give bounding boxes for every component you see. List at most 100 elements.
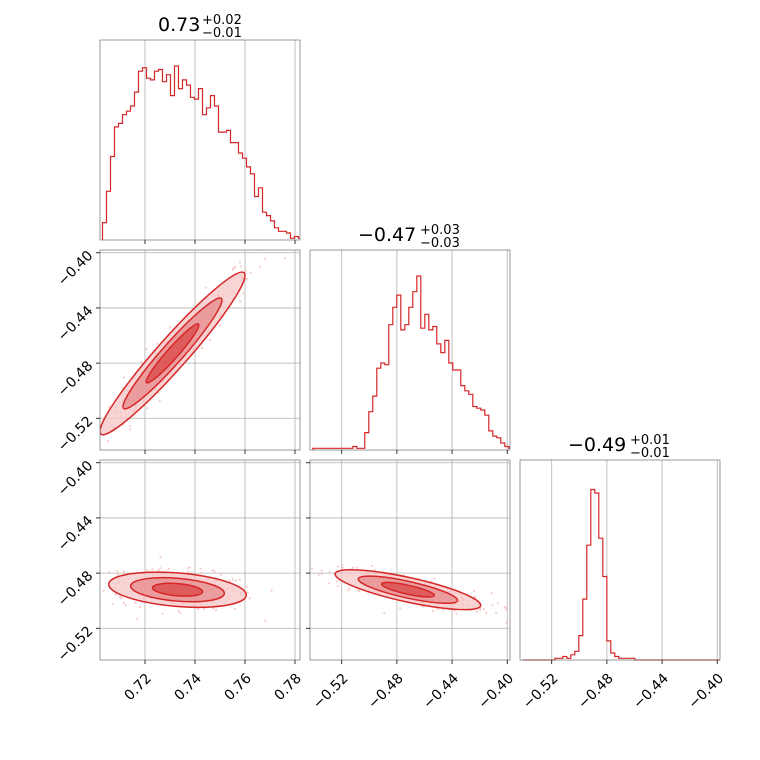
sample-point — [234, 579, 238, 582]
sample-point — [473, 590, 476, 593]
sample-point — [219, 573, 223, 576]
y-tick-label: −0.52 — [55, 623, 97, 665]
sample-point — [196, 607, 199, 611]
x-tick-label: 0.74 — [172, 671, 205, 704]
sample-point — [122, 376, 126, 379]
density-2-0 — [90, 556, 273, 622]
sample-point — [208, 339, 211, 342]
panel-2-2 — [519, 459, 721, 661]
sample-point — [336, 585, 339, 588]
sample-point — [238, 261, 242, 264]
sample-point — [146, 569, 149, 572]
sample-point — [442, 609, 445, 612]
sample-point — [167, 567, 170, 571]
sample-point — [433, 577, 436, 580]
sample-point — [249, 271, 252, 274]
sample-point — [341, 566, 344, 570]
sample-point — [453, 609, 456, 612]
y-tick-label: −0.44 — [55, 513, 97, 555]
sample-point — [52, 478, 54, 480]
sample-point — [111, 603, 114, 606]
sample-point — [116, 570, 119, 573]
sample-point — [145, 348, 148, 351]
sample-point — [212, 607, 215, 610]
title-1-upper-error: +0.03 — [420, 223, 460, 238]
sample-point — [505, 609, 508, 612]
title-0-upper-error: +0.02 — [202, 13, 242, 28]
x-tick-label: −0.44 — [420, 671, 462, 713]
sample-point — [242, 292, 245, 295]
sample-point — [421, 605, 424, 608]
sample-point — [90, 591, 92, 593]
title-0: 0.73 +0.02 −0.01 — [158, 13, 242, 41]
sample-point — [351, 566, 354, 569]
sample-point — [320, 569, 323, 573]
sample-point — [203, 607, 206, 610]
sample-point — [122, 601, 125, 604]
sample-point — [231, 268, 234, 271]
sample-point — [336, 580, 339, 583]
y-tick-label: −0.48 — [55, 358, 97, 400]
title-2-upper-error: +0.01 — [630, 433, 670, 448]
sample-point — [233, 266, 236, 269]
sample-point — [169, 325, 172, 328]
sample-point — [218, 324, 221, 327]
sample-point — [159, 567, 162, 570]
sample-point — [102, 589, 105, 593]
y-tick-label: −0.52 — [55, 413, 97, 455]
sample-point — [94, 583, 96, 585]
sample-point — [200, 346, 203, 350]
y-tick-label: −0.44 — [55, 303, 97, 345]
sample-point — [311, 567, 314, 570]
sample-point — [122, 570, 126, 573]
sample-point — [108, 571, 111, 574]
sample-point — [89, 446, 91, 448]
frame-2-1 — [309, 459, 511, 661]
sample-point — [97, 583, 99, 585]
sample-point — [495, 611, 498, 615]
sample-point — [355, 566, 358, 569]
sample-point — [432, 609, 435, 613]
sample-point — [304, 575, 306, 577]
sample-point — [159, 556, 162, 559]
sample-point — [178, 611, 182, 615]
title-2-lower-error: −0.01 — [630, 446, 670, 461]
panel-1-0 — [52, 249, 301, 480]
sample-point — [320, 572, 323, 575]
sample-point — [231, 578, 234, 581]
sample-point — [87, 452, 89, 454]
sample-point — [283, 257, 286, 260]
sample-point — [491, 604, 494, 607]
sample-point — [234, 607, 237, 610]
sample-point — [158, 400, 161, 403]
sample-point — [328, 571, 331, 574]
x-tick-label: −0.40 — [475, 671, 517, 713]
sample-point — [245, 277, 248, 280]
sample-point — [146, 407, 149, 410]
sample-point — [177, 609, 180, 612]
y-tick-label: −0.48 — [55, 568, 97, 610]
sample-point — [399, 607, 402, 610]
sample-point — [317, 573, 320, 576]
sample-point — [371, 564, 374, 568]
x-tick-label: −0.52 — [310, 671, 352, 713]
sample-point — [134, 601, 137, 604]
sample-point — [161, 612, 164, 615]
sample-point — [200, 571, 203, 575]
sample-point — [151, 568, 154, 571]
sample-point — [187, 567, 190, 570]
x-tick-label: −0.40 — [685, 671, 727, 713]
frame-1-1 — [309, 249, 511, 451]
sample-point — [504, 606, 507, 610]
frame-1-0 — [99, 249, 301, 451]
sample-point — [140, 360, 143, 363]
histogram-0 — [101, 65, 300, 240]
sample-point — [120, 597, 123, 600]
title-0-value: 0.73 — [158, 14, 200, 36]
sample-point — [116, 573, 119, 576]
sample-point — [199, 567, 202, 570]
sample-point — [128, 428, 131, 431]
sample-point — [188, 566, 191, 569]
sample-point — [240, 265, 243, 268]
sample-point — [93, 456, 95, 458]
